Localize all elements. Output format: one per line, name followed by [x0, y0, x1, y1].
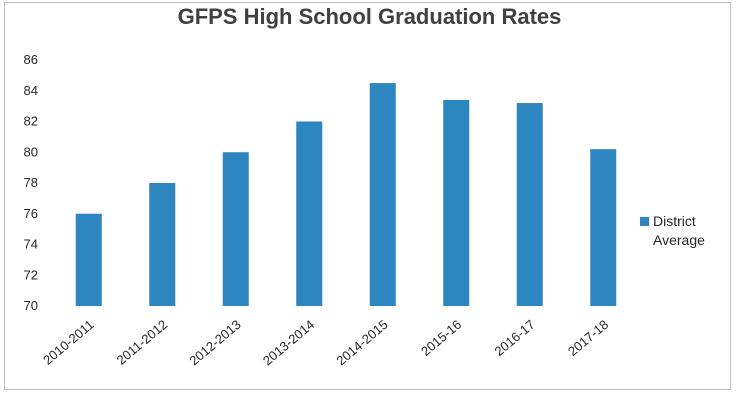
- y-tick-label: 78: [24, 175, 38, 190]
- y-tick-label: 76: [24, 206, 38, 221]
- x-tick-label: 2013-2014: [260, 317, 317, 368]
- x-tick-label: 2017-18: [565, 317, 611, 359]
- y-tick-label: 80: [24, 144, 38, 159]
- x-tick-label: 2011-2012: [114, 317, 171, 368]
- y-tick-label: 82: [24, 114, 38, 129]
- x-tick-label: 2012-2013: [186, 317, 243, 368]
- bar: [516, 103, 543, 306]
- y-tick-label: 72: [24, 267, 38, 282]
- bar: [443, 99, 470, 306]
- bar: [222, 152, 249, 306]
- y-tick-label: 74: [24, 237, 38, 252]
- x-tick-label: 2016-17: [491, 317, 537, 359]
- x-tick-label: 2010-2011: [40, 317, 97, 368]
- bar: [75, 213, 102, 306]
- chart-title: GFPS High School Graduation Rates: [177, 4, 562, 29]
- bar: [369, 83, 396, 306]
- legend-swatch: [640, 217, 649, 226]
- y-tick-label: 84: [24, 83, 38, 98]
- x-tick-label: 2014-2015: [333, 317, 390, 368]
- legend-label: District Average: [653, 213, 705, 248]
- bar: [296, 121, 323, 306]
- bar: [149, 183, 176, 306]
- x-tick-label: 2015-16: [418, 317, 464, 359]
- y-tick-label: 86: [24, 52, 38, 67]
- y-tick-label: 70: [24, 298, 38, 313]
- bar: [590, 149, 617, 306]
